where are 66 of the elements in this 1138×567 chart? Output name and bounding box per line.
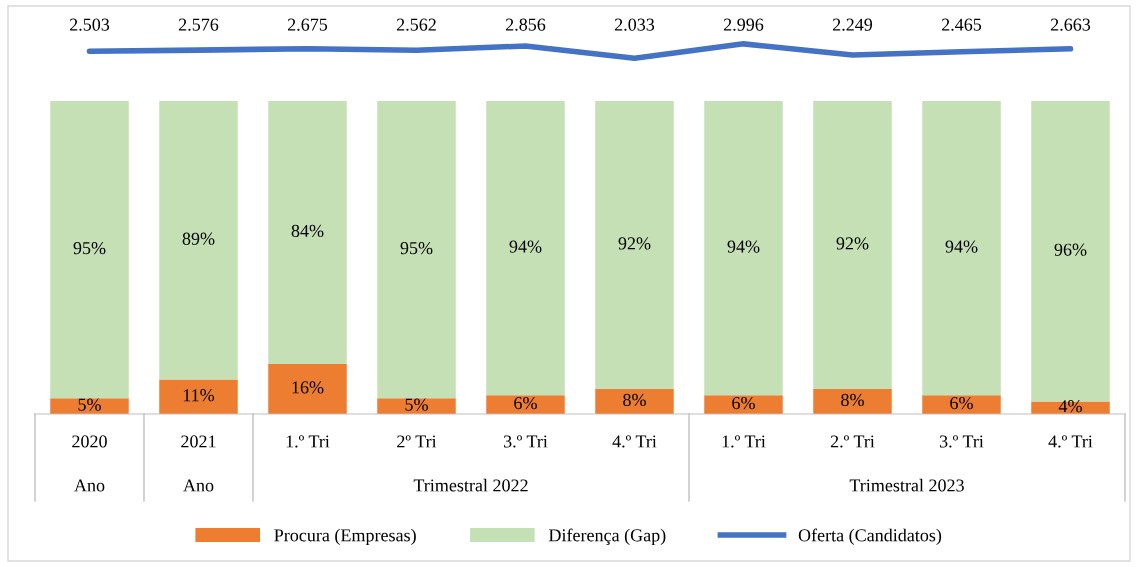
legend-label: Procura (Empresas) <box>274 528 416 546</box>
x-tick-label: 2.º Tri <box>830 435 875 448</box>
bar <box>377 398 456 414</box>
data-label: 89% <box>182 232 215 245</box>
x-tick-label: 1.º Tri <box>286 435 330 448</box>
x-tick-label: 4.º Tri <box>612 435 657 448</box>
data-label: 95% <box>73 242 106 255</box>
legend-label: Diferença (Gap) <box>548 528 666 546</box>
text: Ano <box>183 479 214 492</box>
data-label: 2.249 <box>832 18 873 31</box>
data-label: 92% <box>836 237 869 250</box>
bar <box>922 101 1001 396</box>
data-label: 6% <box>514 396 537 410</box>
data-label: 94% <box>945 240 978 253</box>
data-label: 2.675 <box>287 18 328 31</box>
data-label: 84% <box>291 224 324 238</box>
data-label: 96% <box>1054 243 1087 256</box>
data-label: 4% <box>1058 400 1082 413</box>
x-tick-label: 4.º Tri <box>1048 435 1093 448</box>
data-label: 5% <box>78 398 101 411</box>
bar <box>813 388 892 414</box>
legend-label: Oferta (Candidatos) <box>798 528 942 546</box>
bar <box>595 101 674 389</box>
text: Trimestral 2022 <box>413 478 528 492</box>
data-label: 2.465 <box>941 18 982 31</box>
data-label: 2.503 <box>69 18 110 31</box>
data-label: 2.856 <box>505 18 546 31</box>
data-label: 5% <box>405 398 428 411</box>
bar <box>595 388 674 414</box>
bar <box>50 101 129 399</box>
data-label: 8% <box>623 393 646 407</box>
data-label: 11% <box>183 389 215 402</box>
bar <box>159 379 238 414</box>
bar <box>486 395 565 414</box>
data-label: 6% <box>950 396 973 410</box>
bar <box>377 101 456 399</box>
data-label: 95% <box>400 242 433 255</box>
bar <box>50 398 129 414</box>
x-tick-label: 3.º Tri <box>939 435 984 448</box>
text: Ano <box>74 479 105 492</box>
data-label: 6% <box>732 396 755 410</box>
bar <box>1031 101 1110 402</box>
bar <box>704 101 783 396</box>
data-label: 2.562 <box>396 18 436 31</box>
x-tick-label: 2020 <box>72 435 107 448</box>
data-label: 2.576 <box>178 18 219 31</box>
data-label: 8% <box>841 393 864 407</box>
data-label: 2.033 <box>614 18 655 31</box>
text: Trimestral 2023 <box>849 478 964 492</box>
bar <box>268 101 347 364</box>
x-tick-label: 3.º Tri <box>503 435 548 448</box>
bar <box>159 101 238 380</box>
data-label: 2.996 <box>723 18 764 31</box>
bar <box>922 395 1001 414</box>
data-label: 94% <box>509 240 542 253</box>
data-label: 16% <box>292 381 324 394</box>
bar <box>486 101 565 396</box>
x-tick-label: 1.º Tri <box>722 435 766 448</box>
data-label: 92% <box>618 237 651 250</box>
bar <box>704 395 783 414</box>
bar <box>813 101 892 389</box>
data-label: 2.663 <box>1050 18 1091 31</box>
x-tick-label: 2º Tri <box>397 435 437 448</box>
data-label: 94% <box>727 240 760 253</box>
bar <box>268 363 347 414</box>
x-tick-label: 2021 <box>181 435 216 448</box>
